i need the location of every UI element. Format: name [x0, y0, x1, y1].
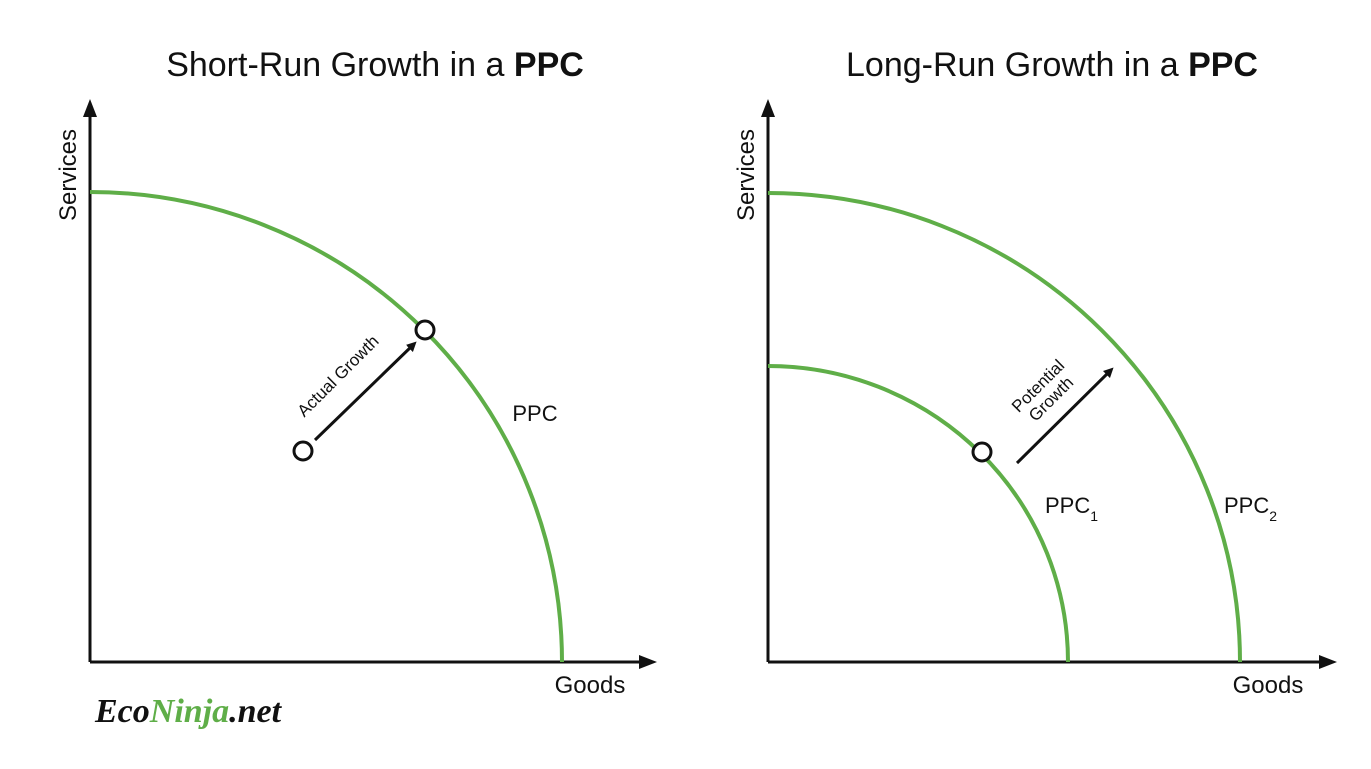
panel-long-run: Long-Run Growth in a PPC Services Goods … [733, 46, 1337, 699]
logo-part: .net [229, 693, 283, 730]
curve-label-subscript: 2 [1269, 508, 1277, 524]
point [971, 441, 993, 463]
curve-label: PPC2 [1224, 493, 1277, 524]
ppc2-curve [767, 191, 1242, 663]
curve-label-text: PPC [1224, 493, 1269, 518]
growth-arrow [1015, 367, 1114, 465]
curve-label: PPC [512, 401, 557, 426]
annotation: Actual Growth [294, 332, 383, 421]
logo: EcoNinja.net [94, 693, 283, 730]
x-axis-label: Goods [1233, 672, 1304, 699]
y-axis-label: Services [733, 129, 760, 221]
curve-label-text: PPC [1045, 493, 1090, 518]
curve-label: PPC1 [1045, 493, 1098, 524]
y-axis-label: Services [55, 129, 82, 221]
start-point [292, 440, 314, 462]
logo-part: Eco [94, 693, 150, 730]
title-bold: PPC [514, 46, 584, 84]
title-bold: PPC [1188, 46, 1258, 84]
panel-title: Short-Run Growth in a PPC [166, 46, 584, 84]
end-point [414, 319, 436, 341]
panel-title: Long-Run Growth in a PPC [846, 46, 1258, 84]
logo-part: Ninja [149, 693, 229, 730]
x-axis-label: Goods [555, 672, 626, 699]
title-text: Short-Run Growth in a [166, 46, 514, 84]
title-text: Long-Run Growth in a [846, 46, 1188, 84]
panel-short-run: Short-Run Growth in a PPC Services Goods… [55, 46, 657, 699]
curve-label-subscript: 1 [1090, 508, 1098, 524]
ppc-curve [89, 190, 564, 663]
growth-arrow [313, 341, 417, 442]
